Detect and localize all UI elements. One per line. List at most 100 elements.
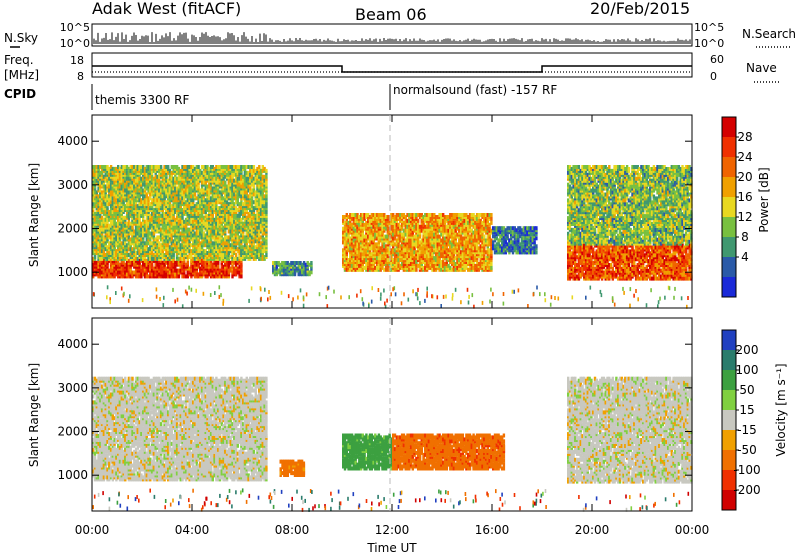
heatmap-cell (170, 211, 173, 216)
heatmap-cell (149, 245, 152, 250)
heatmap-cell (186, 227, 189, 232)
heatmap-cell (97, 219, 100, 224)
heatmap-cell (122, 227, 125, 232)
heatmap-cell (158, 235, 161, 240)
heatmap-cell (347, 224, 350, 229)
heatmap-cell (152, 256, 156, 261)
heatmap-cell (156, 190, 159, 195)
heatmap-cell (190, 249, 193, 254)
heatmap-cell (227, 165, 231, 169)
heatmap-cell (279, 262, 282, 267)
heatmap-cell (195, 272, 198, 277)
freq-label: Freq. (4, 53, 34, 67)
heatmap-cell (136, 272, 139, 277)
heatmap-cell (117, 274, 120, 279)
heatmap-cell (120, 266, 123, 271)
heatmap-cell (138, 165, 141, 169)
heatmap-cell (159, 180, 163, 185)
heatmap-cell (150, 198, 154, 203)
heatmap-cell (188, 266, 191, 271)
heatmap-cell (136, 251, 139, 255)
heatmap-cell (258, 233, 261, 238)
heatmap-cell (143, 272, 147, 277)
heatmap-cell (256, 243, 259, 248)
heatmap-cell (217, 172, 220, 177)
heatmap-cell (179, 200, 182, 205)
heatmap-cell (199, 210, 202, 214)
heatmap-cell (142, 266, 145, 271)
heatmap-cell (188, 172, 191, 177)
heatmap-cell (142, 196, 145, 201)
heatmap-cell (140, 198, 143, 203)
heatmap-cell (247, 170, 250, 175)
heatmap-cell (165, 200, 168, 205)
heatmap-cell (156, 274, 159, 279)
heatmap-cell (349, 263, 352, 268)
heatmap-cell (181, 168, 184, 173)
heatmap-cell (242, 190, 245, 195)
heatmap-cell (233, 219, 236, 224)
heatmap-cell (204, 223, 207, 228)
heatmap-cell (179, 237, 182, 242)
heatmap-cell (254, 213, 257, 218)
heatmap-cell (197, 200, 200, 205)
noise-tick-left-high: 10^5 (60, 21, 90, 34)
heatmap-cell (186, 188, 189, 193)
heatmap-cell (149, 165, 152, 169)
heatmap-cell (165, 208, 168, 212)
heatmap-cell (259, 249, 263, 254)
heatmap-cell (102, 227, 106, 232)
heatmap-cell (142, 231, 145, 236)
heatmap-cell (147, 206, 150, 211)
heatmap-cell (124, 204, 127, 209)
heatmap-cell (243, 194, 247, 199)
cpid-strip: CPID themis 3300 RF normalsound (fast) -… (4, 83, 557, 110)
heatmap-cell (234, 196, 238, 201)
heatmap-cell (154, 165, 157, 169)
heatmap-cell (138, 176, 141, 181)
heatmap-cell (208, 253, 211, 257)
heatmap-cell (204, 186, 207, 191)
heatmap-cell (122, 266, 125, 271)
heatmap-cell (158, 249, 161, 254)
heatmap-cell (147, 196, 150, 201)
heatmap-cell (206, 251, 209, 255)
heatmap-cell (143, 233, 147, 238)
heatmap-cell (347, 220, 350, 225)
heatmap-cell (129, 165, 132, 169)
heatmap-cell (117, 253, 120, 257)
heatmap-cell (240, 256, 243, 261)
heatmap-cell (174, 264, 177, 269)
heatmap-cell (117, 165, 120, 169)
heatmap-cell (127, 221, 131, 226)
heatmap-cell (125, 165, 129, 169)
heatmap-cell (265, 168, 268, 173)
heatmap-cell (111, 166, 114, 171)
heatmap-cell (215, 165, 218, 169)
heatmap-cell (150, 178, 154, 183)
heatmap-cell (208, 206, 211, 211)
noise-tick-left-low: 10^0 (60, 37, 90, 50)
heatmap-cell (236, 229, 239, 234)
heatmap-cell (97, 186, 100, 191)
heatmap-cell (170, 208, 173, 212)
heatmap-cell (183, 264, 186, 269)
heatmap-cell (225, 260, 229, 265)
heatmap-cell (163, 274, 166, 279)
heatmap-cell (131, 170, 134, 175)
heatmap-cell (352, 244, 356, 249)
heatmap-cell (225, 221, 229, 226)
heatmap-cell (156, 245, 159, 250)
heatmap-cell (177, 180, 181, 185)
heatmap-cell (168, 245, 172, 250)
heatmap-cell (109, 251, 113, 255)
heatmap-cell (93, 202, 97, 207)
heatmap-cell (168, 270, 172, 275)
heatmap-cell (238, 192, 241, 197)
cpid-text-1: themis 3300 RF (95, 93, 189, 107)
heatmap-cell (175, 262, 179, 267)
heatmap-cell (95, 204, 98, 209)
heatmap-cell (154, 243, 157, 248)
heatmap-cell (208, 184, 211, 189)
heatmap-cell (217, 270, 220, 275)
